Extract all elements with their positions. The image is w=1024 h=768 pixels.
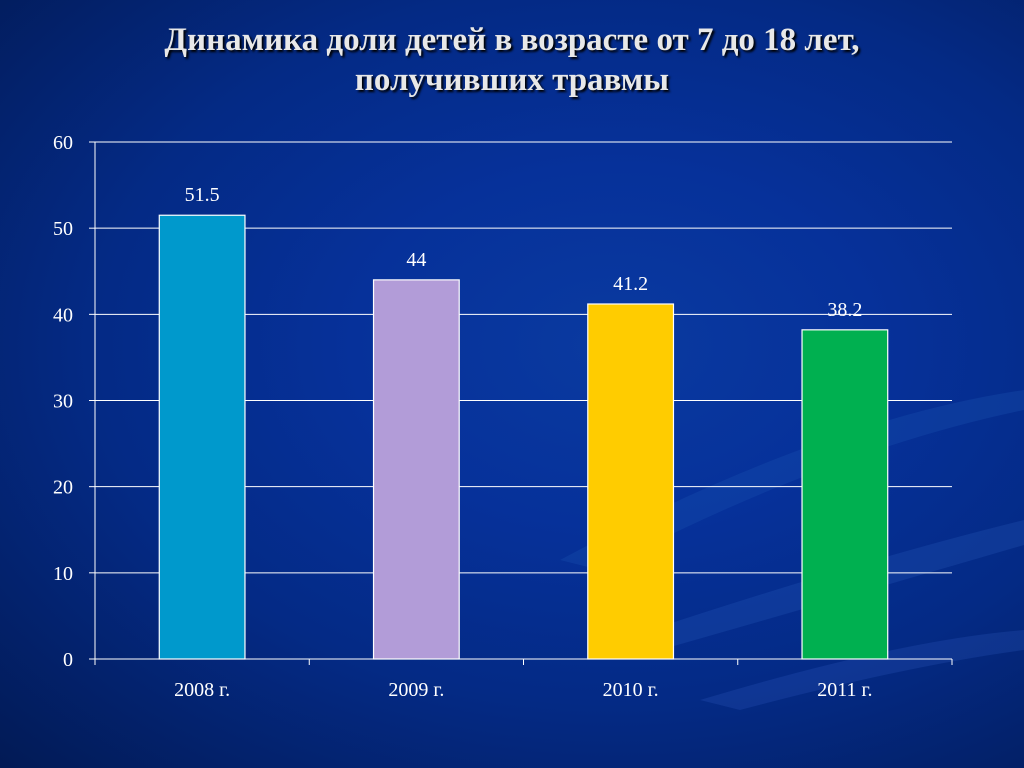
data-label: 44	[406, 249, 426, 271]
y-tick-label: 40	[53, 304, 73, 326]
data-label: 38.2	[827, 299, 862, 321]
x-tick-label: 2011 г.	[817, 679, 872, 701]
data-label: 41.2	[613, 273, 648, 295]
bars	[158, 214, 889, 660]
bar	[158, 214, 246, 660]
y-tick-label: 50	[53, 218, 73, 240]
title-line-2: получивших травмы	[354, 62, 670, 98]
bar	[372, 279, 460, 660]
slide-title: Динамика доли детей в возрасте от 7 до 1…	[0, 20, 1024, 100]
y-tick-label: 30	[53, 391, 73, 413]
y-tick-label: 20	[53, 477, 73, 499]
y-tick-label: 0	[63, 649, 73, 671]
x-tick-label: 2010 г.	[603, 679, 659, 701]
data-label: 51.5	[185, 184, 220, 206]
bar	[587, 303, 675, 660]
labels: 0 10 20 30 40 50 60 51.5 2008 г. 44 2009 г. 41.2 201…	[53, 132, 872, 701]
bar	[801, 329, 889, 660]
y-tick-label: 60	[53, 132, 73, 154]
title-line-1: Динамика доли детей в возрасте от 7 до 1…	[164, 22, 860, 58]
y-tick-label: 10	[53, 563, 73, 585]
x-tick-label: 2008 г.	[174, 679, 230, 701]
x-tick-label: 2009 г.	[388, 679, 444, 701]
